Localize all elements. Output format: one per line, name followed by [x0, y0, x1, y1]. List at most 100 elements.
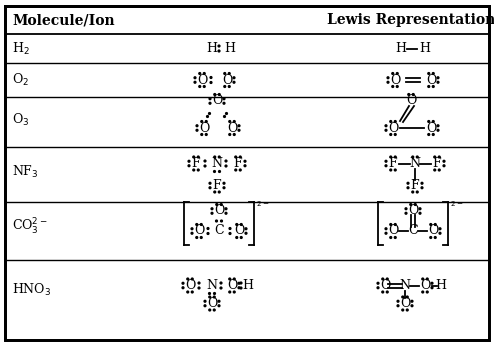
- Circle shape: [428, 121, 430, 122]
- Text: N: N: [400, 279, 411, 292]
- Circle shape: [397, 305, 399, 307]
- Circle shape: [223, 102, 225, 104]
- Circle shape: [236, 237, 238, 238]
- Circle shape: [419, 208, 421, 210]
- Circle shape: [390, 237, 392, 238]
- Circle shape: [422, 278, 424, 280]
- Circle shape: [198, 287, 200, 289]
- Circle shape: [218, 191, 220, 193]
- Text: O: O: [420, 279, 430, 292]
- Circle shape: [228, 86, 230, 87]
- Text: O$_3$: O$_3$: [12, 112, 29, 128]
- Text: O: O: [390, 73, 400, 87]
- Circle shape: [213, 309, 215, 311]
- Circle shape: [421, 187, 423, 189]
- Circle shape: [438, 169, 440, 171]
- Circle shape: [412, 156, 413, 158]
- Circle shape: [238, 287, 240, 289]
- Circle shape: [240, 169, 241, 171]
- Circle shape: [199, 72, 201, 75]
- Circle shape: [443, 160, 445, 162]
- Circle shape: [218, 50, 220, 52]
- Circle shape: [218, 93, 220, 96]
- Circle shape: [377, 287, 379, 289]
- Circle shape: [196, 237, 198, 238]
- Circle shape: [223, 183, 225, 184]
- Text: Molecule/Ion: Molecule/Ion: [12, 13, 115, 27]
- Circle shape: [430, 237, 432, 238]
- Circle shape: [434, 169, 436, 171]
- Circle shape: [434, 156, 436, 158]
- Circle shape: [431, 282, 433, 284]
- Circle shape: [220, 204, 222, 205]
- Circle shape: [213, 170, 215, 172]
- Text: O: O: [185, 279, 195, 292]
- Circle shape: [392, 86, 394, 87]
- Circle shape: [377, 282, 379, 284]
- Circle shape: [199, 86, 201, 87]
- Circle shape: [191, 228, 193, 230]
- Text: H: H: [206, 42, 217, 55]
- Text: H: H: [436, 279, 447, 292]
- Circle shape: [191, 278, 193, 280]
- Circle shape: [238, 282, 240, 284]
- Circle shape: [434, 224, 436, 225]
- Circle shape: [394, 169, 396, 171]
- Circle shape: [416, 191, 418, 193]
- Circle shape: [201, 237, 202, 238]
- Circle shape: [240, 156, 241, 158]
- Circle shape: [394, 156, 396, 158]
- Circle shape: [187, 291, 189, 293]
- Circle shape: [386, 278, 388, 280]
- Circle shape: [439, 232, 441, 234]
- Circle shape: [233, 134, 235, 135]
- Text: H: H: [419, 42, 430, 55]
- Circle shape: [225, 165, 227, 167]
- Circle shape: [228, 72, 230, 75]
- Circle shape: [421, 183, 423, 184]
- Text: O: O: [197, 73, 207, 87]
- Circle shape: [214, 93, 216, 96]
- Text: O: O: [227, 279, 237, 292]
- Circle shape: [432, 121, 434, 122]
- Circle shape: [235, 156, 237, 158]
- Circle shape: [188, 160, 190, 162]
- Circle shape: [428, 86, 430, 87]
- Circle shape: [218, 156, 220, 158]
- Circle shape: [437, 77, 439, 79]
- Circle shape: [211, 208, 213, 210]
- Circle shape: [193, 156, 195, 158]
- Circle shape: [224, 116, 225, 117]
- Circle shape: [394, 224, 396, 225]
- Circle shape: [407, 187, 409, 189]
- Circle shape: [198, 282, 200, 284]
- Circle shape: [220, 282, 222, 284]
- Circle shape: [387, 81, 389, 83]
- Text: O: O: [380, 279, 390, 292]
- Circle shape: [385, 228, 387, 230]
- Circle shape: [218, 45, 220, 47]
- Circle shape: [382, 291, 384, 293]
- Circle shape: [206, 121, 207, 122]
- Circle shape: [182, 287, 184, 289]
- Text: O: O: [426, 73, 436, 87]
- Circle shape: [382, 278, 384, 280]
- Circle shape: [390, 121, 392, 122]
- Circle shape: [208, 112, 210, 115]
- Circle shape: [215, 220, 217, 222]
- Circle shape: [245, 232, 247, 234]
- Circle shape: [196, 129, 198, 131]
- Text: N: N: [211, 157, 222, 170]
- Text: F: F: [192, 157, 200, 170]
- Text: O: O: [400, 297, 410, 310]
- Text: O: O: [214, 205, 224, 217]
- Text: $^{2-}$: $^{2-}$: [256, 202, 269, 211]
- Circle shape: [229, 291, 231, 293]
- Circle shape: [201, 224, 202, 225]
- Text: HNO$_3$: HNO$_3$: [12, 282, 51, 297]
- Text: O: O: [388, 121, 398, 135]
- Text: C: C: [214, 225, 224, 237]
- Circle shape: [402, 296, 404, 298]
- Circle shape: [245, 228, 247, 230]
- Circle shape: [236, 224, 238, 225]
